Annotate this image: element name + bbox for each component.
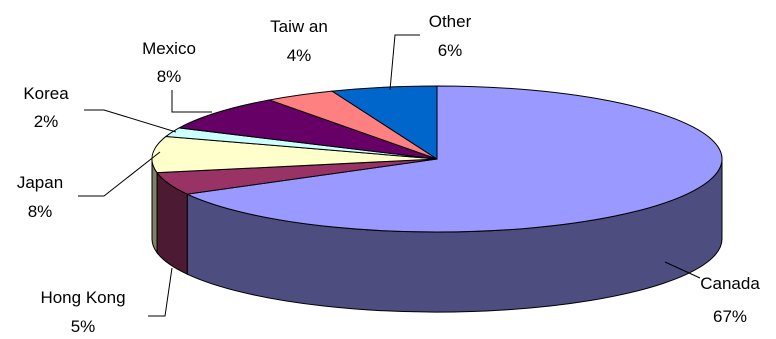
label-mexico-name: Mexico <box>142 39 196 58</box>
label-other-name: Other <box>429 12 472 31</box>
pie-slices <box>151 85 723 233</box>
pie-slice-japan <box>151 135 438 174</box>
label-canada-name: Canada <box>700 274 760 293</box>
leader-line-hong-kong <box>148 267 173 317</box>
label-hong-kong: Hong Kong 5% <box>40 288 125 336</box>
label-korea-value: 2% <box>34 112 59 131</box>
label-canada: Canada 67% <box>700 274 760 326</box>
label-taiwan-value: 4% <box>287 46 312 65</box>
label-japan-name: Japan <box>17 173 63 192</box>
leader-lines <box>78 34 701 317</box>
leader-line-japan <box>78 151 161 197</box>
label-japan-value: 8% <box>28 202 53 221</box>
label-other: Other 6% <box>429 12 472 60</box>
label-taiwan-name: Taiw an <box>270 17 328 36</box>
leader-line-korea <box>84 109 177 133</box>
label-mexico-value: 8% <box>157 67 182 86</box>
pie-slice-other <box>330 85 438 160</box>
pie-side-japan <box>151 158 158 255</box>
label-korea: Korea 2% <box>23 84 69 131</box>
pie-slice-canada <box>185 85 723 233</box>
label-mexico: Mexico 8% <box>142 39 196 86</box>
label-hong-kong-name: Hong Kong <box>40 288 125 307</box>
label-canada-value: 67% <box>713 307 747 326</box>
label-other-value: 6% <box>438 41 463 60</box>
label-hong-kong-value: 5% <box>71 317 96 336</box>
leader-line-mexico <box>171 90 212 113</box>
label-japan: Japan 8% <box>17 173 63 221</box>
label-korea-name: Korea <box>23 84 69 103</box>
pie-slice-mexico <box>177 99 438 160</box>
leader-line-other <box>389 34 420 91</box>
leader-line-canada <box>664 261 701 279</box>
label-taiwan: Taiw an 4% <box>270 17 328 65</box>
